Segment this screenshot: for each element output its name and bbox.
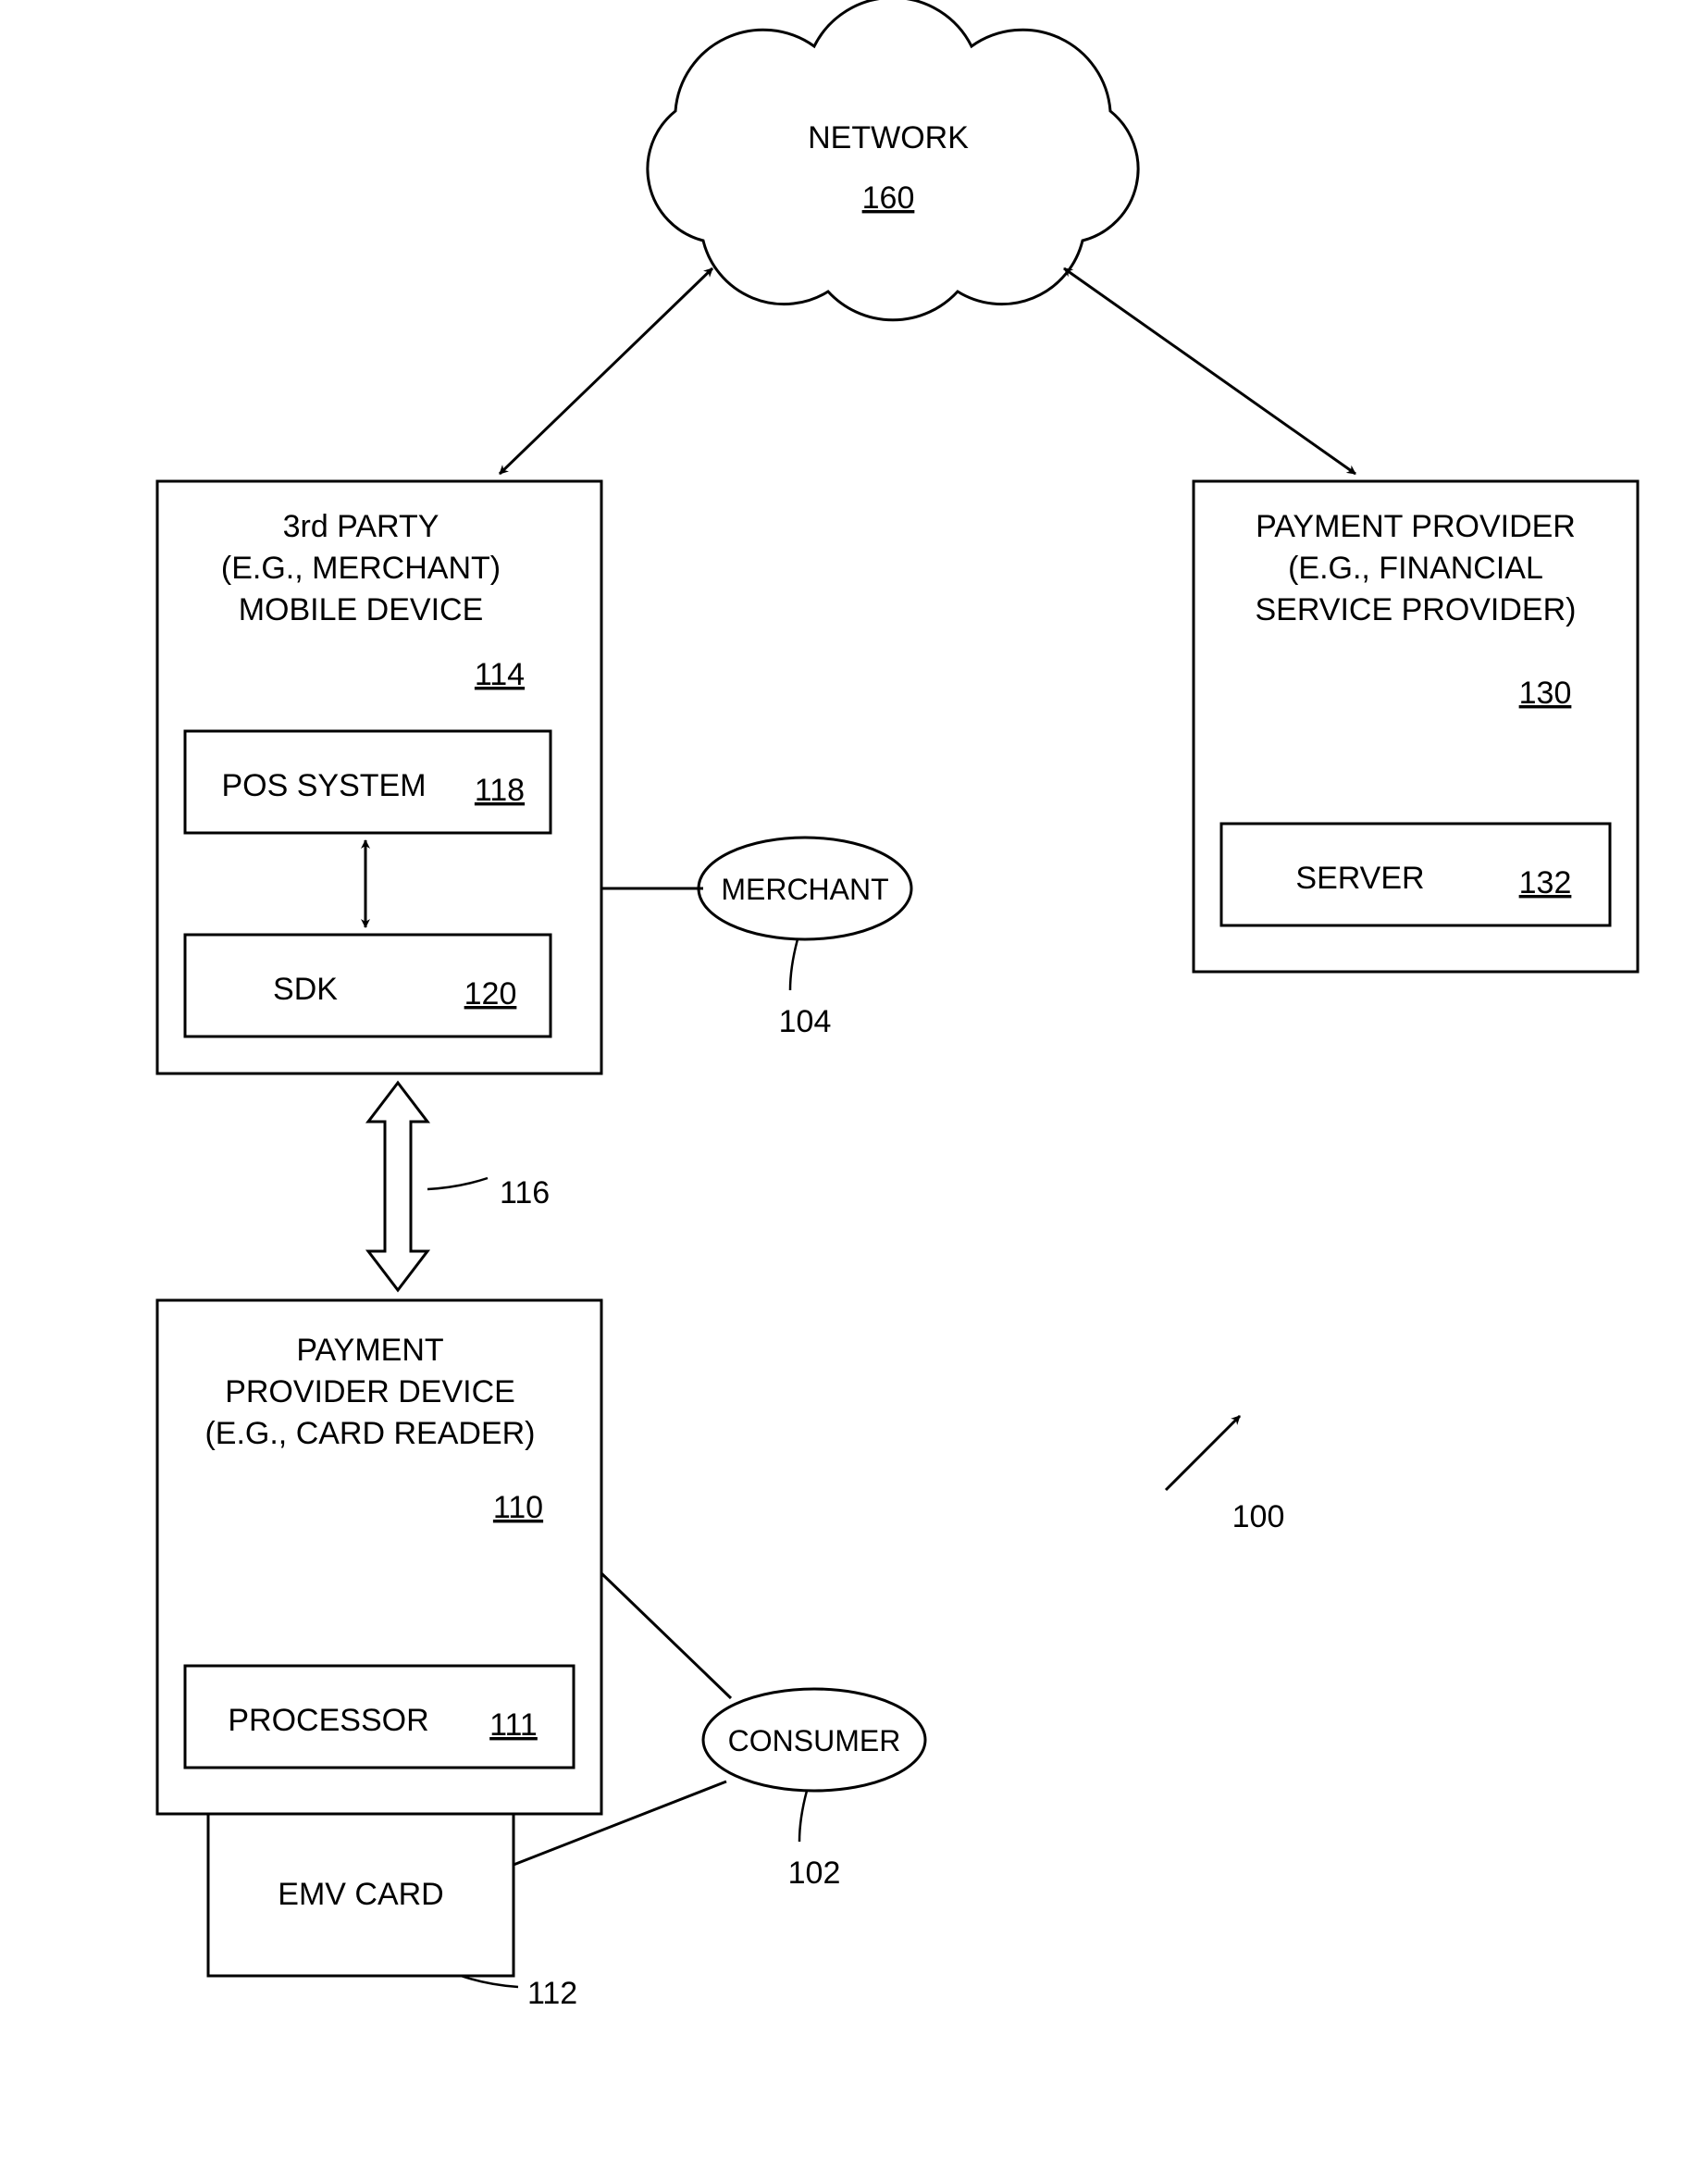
processor-label: PROCESSOR bbox=[228, 1703, 428, 1738]
payment-provider-line1: PAYMENT PROVIDER bbox=[1256, 509, 1576, 544]
pos-system-label: POS SYSTEM bbox=[221, 768, 426, 803]
hollow-double-arrow bbox=[368, 1083, 427, 1290]
processor-ref: 111 bbox=[489, 1707, 538, 1743]
server-ref: 132 bbox=[1519, 865, 1572, 900]
card-reader-line1: PAYMENT bbox=[296, 1333, 443, 1368]
payment-provider-ref: 130 bbox=[1519, 676, 1572, 711]
mobile-device-box: 3rd PARTY (E.G., MERCHANT) MOBILE DEVICE… bbox=[157, 481, 601, 1074]
edge-reader-consumer bbox=[601, 1573, 731, 1698]
emv-card-label: EMV CARD bbox=[278, 1877, 443, 1912]
sdk-ref: 120 bbox=[464, 976, 517, 1012]
network-label: NETWORK bbox=[808, 120, 969, 155]
payment-provider-line3: SERVICE PROVIDER) bbox=[1255, 592, 1576, 627]
merchant-label: MERCHANT bbox=[721, 873, 888, 906]
link116-callout-leader bbox=[427, 1178, 488, 1189]
pos-system-ref: 118 bbox=[475, 773, 525, 808]
payment-provider-line2: (E.G., FINANCIAL bbox=[1288, 551, 1543, 586]
network-cloud: NETWORK 160 bbox=[648, 0, 1138, 320]
card-reader-line3: (E.G., CARD READER) bbox=[204, 1416, 535, 1451]
mobile-device-line2: (E.G., MERCHANT) bbox=[221, 551, 501, 586]
consumer-label: CONSUMER bbox=[728, 1724, 901, 1757]
network-ref: 160 bbox=[862, 180, 915, 216]
card-reader-box: PAYMENT PROVIDER DEVICE (E.G., CARD READ… bbox=[157, 1300, 601, 1814]
card-reader-line2: PROVIDER DEVICE bbox=[225, 1374, 515, 1409]
consumer-callout-leader bbox=[799, 1791, 807, 1842]
mobile-device-line3: MOBILE DEVICE bbox=[239, 592, 484, 627]
emv-card-box: EMV CARD bbox=[208, 1814, 514, 1976]
edge-emv-consumer bbox=[514, 1781, 726, 1865]
consumer-ref: 102 bbox=[788, 1856, 841, 1891]
merchant-node: MERCHANT bbox=[699, 838, 911, 939]
emv-callout-leader bbox=[461, 1976, 518, 1987]
sdk-label: SDK bbox=[273, 972, 338, 1007]
mobile-device-line1: 3rd PARTY bbox=[283, 509, 439, 544]
card-reader-ref: 110 bbox=[493, 1490, 543, 1525]
emv-card-ref: 112 bbox=[527, 1976, 577, 2011]
edge-network-provider bbox=[1064, 268, 1355, 474]
server-label: SERVER bbox=[1295, 861, 1424, 896]
payment-provider-box: PAYMENT PROVIDER (E.G., FINANCIAL SERVIC… bbox=[1194, 481, 1638, 972]
mobile-device-ref: 114 bbox=[475, 657, 525, 692]
merchant-callout-leader bbox=[790, 939, 798, 990]
edge-network-mobile bbox=[500, 268, 712, 474]
figure-ref-arrow bbox=[1166, 1416, 1240, 1490]
link116-ref: 116 bbox=[500, 1175, 550, 1210]
merchant-ref: 104 bbox=[779, 1004, 832, 1039]
figure-ref: 100 bbox=[1232, 1499, 1285, 1534]
consumer-node: CONSUMER bbox=[703, 1689, 925, 1791]
